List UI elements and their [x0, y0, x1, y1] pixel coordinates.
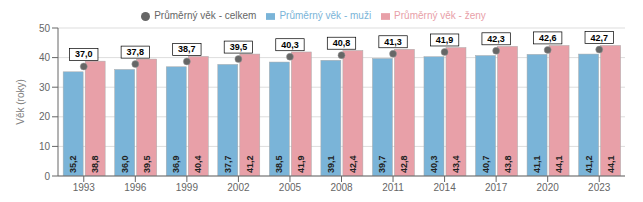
svg-text:37,8: 37,8 [127, 47, 145, 57]
svg-text:37,7: 37,7 [223, 155, 233, 173]
svg-text:40,8: 40,8 [333, 38, 351, 48]
svg-text:1996: 1996 [124, 182, 147, 193]
html-text:Průměrný věk - ženy: Průměrný věk - ženy [394, 10, 486, 21]
svg-text:38,8: 38,8 [90, 155, 100, 173]
svg-text:41,1: 41,1 [532, 155, 542, 173]
svg-text:38,5: 38,5 [274, 155, 284, 173]
svg-text:43,4: 43,4 [451, 155, 461, 173]
svg-text:30: 30 [39, 82, 51, 93]
svg-text:41,2: 41,2 [245, 155, 255, 173]
svg-text:42,4: 42,4 [348, 155, 358, 173]
svg-text:20: 20 [39, 111, 51, 122]
svg-text:1999: 1999 [176, 182, 199, 193]
svg-text:Věk (roky): Věk (roky) [15, 79, 26, 125]
svg-text:40,3: 40,3 [429, 155, 439, 173]
svg-text:2002: 2002 [227, 182, 250, 193]
svg-text:39,5: 39,5 [142, 155, 152, 173]
svg-text:41,2: 41,2 [584, 155, 594, 173]
svg-text:39,7: 39,7 [377, 155, 387, 173]
svg-text:2017: 2017 [485, 182, 508, 193]
svg-text:2014: 2014 [433, 182, 456, 193]
svg-text:50: 50 [39, 23, 51, 34]
svg-text:44,1: 44,1 [606, 155, 616, 173]
svg-text:40,4: 40,4 [193, 155, 203, 173]
svg-text:0: 0 [44, 171, 50, 182]
svg-text:42,3: 42,3 [487, 34, 505, 44]
svg-text:2005: 2005 [279, 182, 302, 193]
svg-text:39,1: 39,1 [326, 155, 336, 173]
svg-text:37,0: 37,0 [75, 49, 93, 59]
svg-text:41,3: 41,3 [384, 37, 402, 47]
svg-text:42,6: 42,6 [539, 33, 557, 43]
svg-text:42,7: 42,7 [590, 33, 608, 43]
svg-text:40,3: 40,3 [281, 40, 299, 50]
svg-text:41,9: 41,9 [436, 35, 454, 45]
svg-text:38,7: 38,7 [178, 44, 196, 54]
svg-text:2023: 2023 [588, 182, 611, 193]
html-text:Průměrný věk - muži: Průměrný věk - muži [279, 10, 372, 21]
svg-text:39,5: 39,5 [230, 42, 248, 52]
svg-text:10: 10 [39, 141, 51, 152]
svg-text:40,7: 40,7 [481, 155, 491, 173]
svg-text:36,9: 36,9 [171, 155, 181, 173]
svg-text:35,2: 35,2 [68, 155, 78, 173]
svg-text:2008: 2008 [330, 182, 353, 193]
svg-text:36,0: 36,0 [120, 155, 130, 173]
svg-text:1993: 1993 [73, 182, 96, 193]
svg-text:44,1: 44,1 [554, 155, 564, 173]
svg-text:40: 40 [39, 52, 51, 63]
svg-text:2020: 2020 [537, 182, 560, 193]
svg-text:43,8: 43,8 [503, 155, 513, 173]
svg-text:42,8: 42,8 [399, 155, 409, 173]
html-text:Průměrný věk - celkem: Průměrný věk - celkem [154, 10, 257, 21]
svg-text:41,9: 41,9 [296, 155, 306, 173]
svg-text:2011: 2011 [382, 182, 404, 193]
